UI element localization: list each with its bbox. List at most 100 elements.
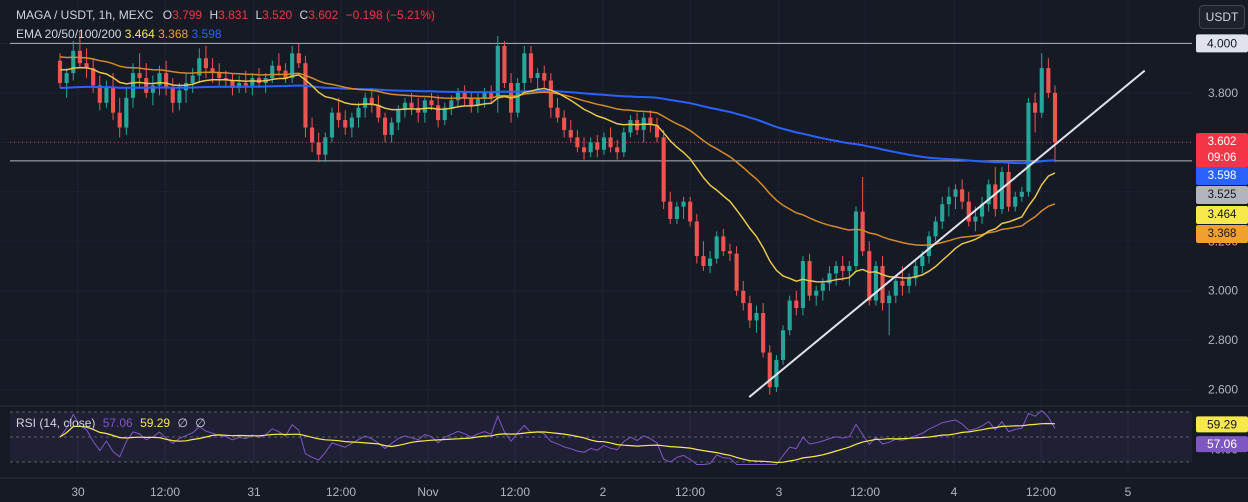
price-tag-close: 3.602 09:06 <box>1196 132 1248 168</box>
candle-body <box>873 265 878 301</box>
candle-body <box>615 147 620 153</box>
candle-body <box>588 142 593 153</box>
time-tick-label: 2 <box>600 485 607 499</box>
candle-body <box>562 117 567 130</box>
candle-body <box>940 204 945 222</box>
candle-body <box>343 120 348 128</box>
trendline <box>748 69 1146 398</box>
close-label: C <box>299 8 309 22</box>
rsi-line <box>59 409 1056 465</box>
candle-body <box>71 50 76 74</box>
candle-body <box>469 97 474 106</box>
candle-body <box>117 112 122 128</box>
candle-body <box>654 125 660 138</box>
candle-body <box>157 73 162 86</box>
candle-body <box>389 122 394 135</box>
candle-body <box>807 261 812 296</box>
candle-body <box>701 256 706 266</box>
candle-body <box>502 45 507 83</box>
candle-body <box>681 201 686 207</box>
candle-body <box>535 73 540 79</box>
countdown-label: 09:06 <box>1207 151 1237 164</box>
candle-body <box>708 258 713 266</box>
candle-body <box>648 117 653 126</box>
price-tick-label: 3.000 <box>1208 284 1238 298</box>
change-value: −0.198 (−5.21%) <box>345 8 435 22</box>
candle-body <box>860 211 865 252</box>
candle-body <box>893 280 898 296</box>
rsi-ma-line <box>59 422 1056 464</box>
price-tag-ema50: 3.368 <box>1196 224 1248 243</box>
candle-body <box>422 100 427 113</box>
candle-body <box>170 87 175 103</box>
ema200-line <box>59 84 1056 165</box>
candle-body <box>402 102 407 111</box>
candle-body <box>628 120 633 133</box>
horizontal-lines <box>10 42 1192 162</box>
symbol-label[interactable]: MAGA / USDT, 1h, MEXC <box>16 8 154 22</box>
candle-body <box>64 73 69 83</box>
candle-body <box>1033 102 1038 113</box>
rsi-tag-label: 57.06 <box>1207 437 1237 451</box>
candle-body <box>668 201 673 219</box>
candle-body <box>754 312 759 321</box>
candle-body <box>734 253 739 291</box>
candle-body <box>84 63 89 69</box>
candle-body <box>900 280 905 286</box>
candle-body <box>853 211 859 266</box>
candle-body <box>455 92 461 101</box>
candle-body <box>694 221 699 257</box>
candle-body <box>382 117 388 135</box>
ema-legend[interactable]: EMA 20/50/100/200 3.464 3.368 3.598 <box>16 27 222 41</box>
candle-body <box>190 75 195 83</box>
candle-body <box>230 80 235 88</box>
time-tick-label: 12:00 <box>675 485 705 499</box>
price-tick-label: 3.800 <box>1208 86 1238 100</box>
candle-body <box>369 97 374 106</box>
candle-body <box>528 53 534 79</box>
candle-body <box>336 112 341 121</box>
candle-body <box>1013 196 1018 207</box>
symbol-legend: MAGA / USDT, 1h, MEXC O3.799 H3.831 L3.5… <box>16 8 435 22</box>
candle-body <box>953 189 958 197</box>
candle-body <box>409 102 414 108</box>
candle-body <box>688 201 693 222</box>
time-tick-label: 30 <box>71 485 85 499</box>
candle-body <box>104 87 109 103</box>
candle-body <box>130 73 136 98</box>
hline-price-label: 4.000 <box>1207 36 1237 50</box>
candle-body <box>137 73 142 79</box>
candle-body <box>747 303 752 321</box>
candle-body <box>575 137 580 148</box>
open-value: 3.799 <box>172 8 203 22</box>
candle-body <box>847 265 852 271</box>
time-tick-label: 12:00 <box>500 485 530 499</box>
candle-body <box>834 265 839 274</box>
candle-body <box>276 65 281 71</box>
currency-badge[interactable]: USDT <box>1199 5 1245 29</box>
candle-body <box>621 132 626 153</box>
rsi-pane <box>0 405 1248 465</box>
candle-body <box>462 92 467 98</box>
candle-body <box>840 265 845 271</box>
hline-price-box <box>1196 34 1248 53</box>
candle-body <box>442 107 447 121</box>
rsi-legend[interactable]: RSI (14, close) 57.06 59.29 ∅ ∅ <box>16 416 206 430</box>
candle-body <box>323 137 328 155</box>
candle-body <box>926 236 932 257</box>
rsi-ma-tag-label: 59.29 <box>1207 417 1237 431</box>
candle-body <box>568 129 573 138</box>
candle-body <box>217 73 222 79</box>
candle-body <box>144 78 149 93</box>
candle-body <box>349 117 354 128</box>
candle-body <box>270 65 275 79</box>
time-tick-label: 12:00 <box>326 485 356 499</box>
price-tag-hline: 3.525 <box>1196 185 1248 204</box>
candle-body <box>243 82 248 86</box>
candle-body <box>761 312 766 353</box>
candle-body <box>97 85 102 103</box>
time-tick-label: Nov <box>417 485 438 499</box>
candle-body <box>429 100 434 106</box>
